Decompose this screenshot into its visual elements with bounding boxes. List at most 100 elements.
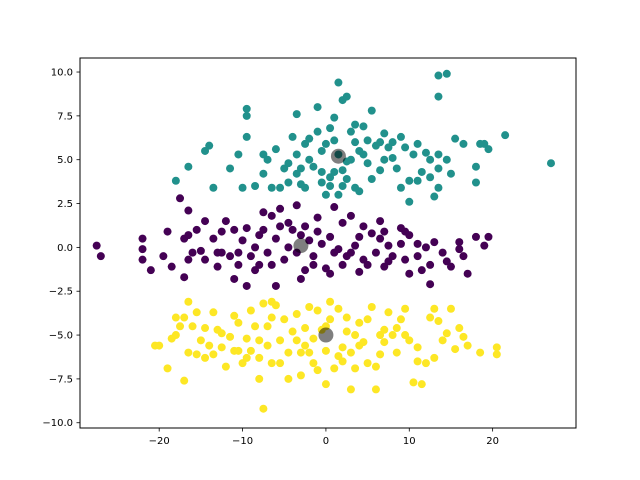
cluster-3-point (276, 359, 285, 368)
cluster-2-point (334, 78, 343, 87)
cluster-3-point (288, 327, 297, 336)
cluster-2-point (209, 183, 218, 192)
cluster-2-point (501, 131, 510, 140)
cluster-1-point (292, 201, 301, 210)
cluster-3-point (438, 336, 447, 345)
cluster-3-point (309, 359, 318, 368)
cluster-2-point (326, 182, 335, 191)
cluster-3-point (392, 324, 401, 333)
cluster-1-point (355, 232, 364, 241)
cluster-1-point (230, 225, 239, 234)
cluster-2-point (396, 183, 405, 192)
cluster-3-point (313, 306, 322, 315)
cluster-3-point (346, 385, 355, 394)
cluster-3-point (246, 306, 255, 315)
cluster-2-point (413, 139, 422, 148)
cluster-2-point (259, 169, 268, 178)
cluster-2-point (380, 129, 389, 138)
cluster-3-point (459, 332, 468, 341)
cluster-1-point (426, 260, 435, 269)
cluster-2-point (351, 138, 360, 147)
cluster-1-point (280, 255, 289, 264)
cluster-2-point (251, 182, 260, 191)
cluster-2-point (321, 139, 330, 148)
cluster-3-point (221, 362, 230, 371)
x-tick-label: 20 (486, 436, 499, 447)
cluster-2-point (434, 71, 443, 80)
cluster-3-point (330, 364, 339, 373)
cluster-2-point (421, 148, 430, 157)
cluster-1-point (259, 208, 268, 217)
cluster-2-point (355, 146, 364, 155)
cluster-3-point (417, 380, 426, 389)
cluster-1-point (217, 227, 226, 236)
cluster-center-marker (318, 327, 334, 343)
cluster-1-point (138, 255, 147, 264)
cluster-3-point (305, 303, 314, 311)
cluster-2-point (401, 143, 410, 152)
cluster-1-point (163, 227, 172, 236)
cluster-3-point (430, 353, 439, 362)
cluster-1-point (471, 232, 480, 241)
cluster-2-point (234, 150, 243, 159)
cluster-3-point (276, 336, 285, 345)
cluster-1-point (184, 255, 193, 264)
cluster-3-point (305, 348, 314, 357)
cluster-3-point (284, 374, 293, 383)
cluster-2-point (292, 110, 301, 119)
cluster-1-point (159, 252, 168, 261)
cluster-2-point (434, 92, 443, 101)
cluster-3-point (292, 336, 301, 345)
cluster-2-point (321, 190, 330, 199)
cluster-3-point (342, 313, 351, 322)
cluster-1-point (455, 245, 464, 254)
cluster-3-point (184, 348, 193, 357)
cluster-center-marker (330, 148, 346, 164)
cluster-1-point (355, 267, 364, 276)
cluster-3-point (255, 374, 264, 383)
cluster-2-point (263, 155, 272, 164)
cluster-2-point (430, 192, 439, 201)
cluster-2-point (355, 187, 364, 196)
cluster-2-point (317, 178, 326, 187)
cluster-2-point (405, 197, 414, 206)
cluster-3-point (280, 315, 289, 324)
cluster-3-point (230, 311, 239, 320)
cluster-2-point (292, 150, 301, 159)
cluster-1-point (251, 243, 260, 252)
cluster-2-point (546, 159, 555, 168)
cluster-3-point (284, 348, 293, 357)
cluster-1-point (201, 217, 210, 226)
cluster-2-point (309, 162, 318, 171)
cluster-1-point (276, 204, 285, 213)
cluster-2-point (342, 175, 351, 183)
cluster-3-point (309, 334, 318, 343)
cluster-1-point (238, 236, 247, 245)
cluster-1-point (267, 260, 276, 269)
cluster-1-point (259, 225, 268, 234)
cluster-3-point (401, 331, 410, 340)
cluster-2-point (242, 111, 251, 120)
y-tick-label: −5.0 (49, 331, 73, 342)
cluster-1-point (146, 266, 155, 275)
cluster-3-point (376, 350, 385, 359)
cluster-2-point (276, 183, 285, 192)
cluster-3-point (384, 308, 393, 317)
cluster-1-point (455, 238, 464, 247)
cluster-2-point (351, 120, 360, 129)
cluster-3-point (346, 348, 355, 357)
cluster-1-point (255, 260, 264, 269)
cluster-1-point (138, 234, 147, 243)
cluster-3-point (463, 341, 472, 350)
cluster-1-point (338, 260, 347, 269)
cluster-3-point (396, 315, 405, 324)
cluster-3-point (205, 341, 214, 350)
cluster-3-point (409, 378, 418, 387)
cluster-1-point (209, 234, 218, 243)
cluster-3-point (434, 317, 443, 326)
cluster-3-point (421, 359, 430, 368)
cluster-2-point (434, 183, 443, 192)
cluster-3-point (259, 404, 268, 413)
